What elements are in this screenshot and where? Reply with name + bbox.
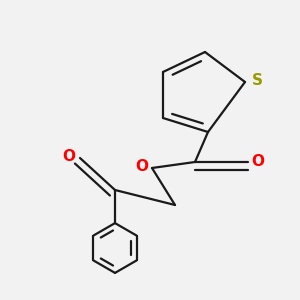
Text: O: O [62, 149, 75, 164]
Text: O: O [136, 159, 148, 174]
Text: S: S [251, 73, 262, 88]
Text: O: O [251, 154, 264, 169]
